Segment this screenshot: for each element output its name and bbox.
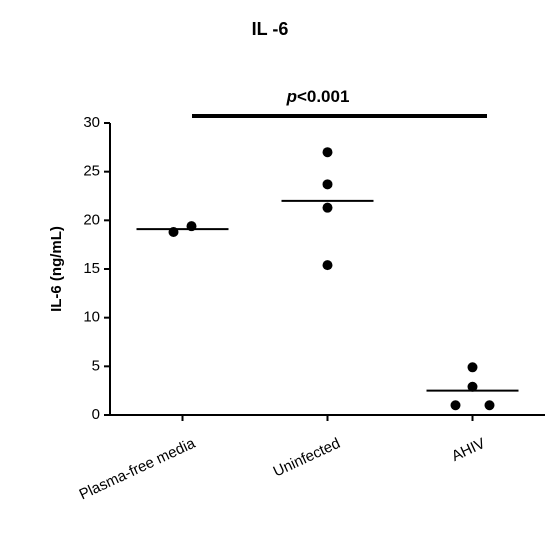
y-tick-label: 25 (83, 163, 100, 180)
annotation-p: p (286, 87, 297, 106)
y-tick-label: 5 (92, 357, 100, 374)
data-point (450, 400, 461, 411)
data-point (322, 147, 333, 158)
data-point (322, 179, 333, 190)
annotation-value: <0.001 (297, 87, 349, 106)
data-point (484, 400, 495, 411)
y-tick-label: 20 (83, 211, 100, 228)
y-tick-label: 30 (83, 114, 100, 131)
data-point (322, 202, 333, 213)
x-tick-label: AHIV (449, 435, 488, 465)
y-axis-label: IL-6 (ng/mL) (48, 226, 65, 312)
y-tick-label: 15 (83, 260, 100, 277)
y-tick-label: 10 (83, 309, 100, 326)
data-point (467, 381, 478, 392)
chart-title: IL -6 (252, 19, 289, 39)
significance-label: p<0.001 (286, 87, 350, 106)
x-tick-label: Plasma-free media (77, 435, 199, 504)
y-tick-label: 0 (92, 406, 100, 423)
x-tick-label: Uninfected (271, 435, 343, 481)
data-point (322, 260, 333, 271)
data-point (467, 362, 478, 373)
